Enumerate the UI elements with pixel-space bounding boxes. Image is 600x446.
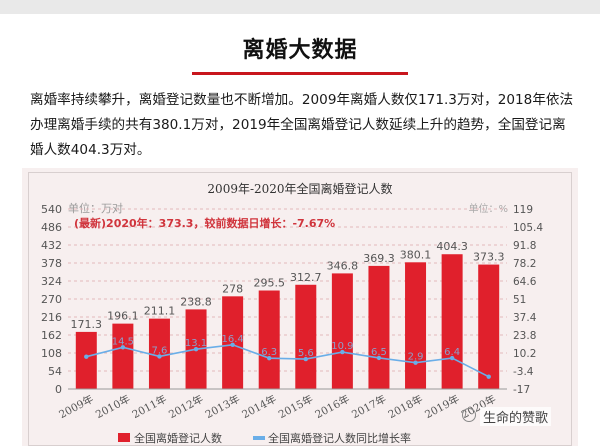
legend-swatch-line (253, 436, 265, 440)
y-tick-label: 486 (41, 221, 62, 234)
bar-value-label: 404.3 (436, 240, 468, 253)
bar (405, 262, 427, 389)
bar-value-label: 278 (222, 282, 243, 295)
bar (295, 284, 317, 389)
growth-point (376, 355, 382, 361)
x-tick-label: 2009年 (57, 392, 96, 421)
growth-value-label: 16.4 (221, 334, 243, 345)
left-axis-unit: 单位：万对 (68, 201, 123, 215)
y2-tick-label: 37.4 (513, 312, 537, 324)
page-title: 离婚大数据 (242, 38, 358, 63)
bar-value-label: 295.5 (253, 277, 285, 290)
growth-point (84, 354, 89, 359)
y2-tick-label: 64.6 (513, 276, 537, 288)
bar-value-label: 373.3 (473, 251, 505, 264)
growth-point (267, 355, 272, 361)
growth-value-label: 7.6 (152, 345, 168, 356)
growth-value-label: 10.9 (331, 341, 353, 352)
growth-point (230, 342, 235, 347)
bar (258, 290, 280, 389)
y-tick-label: 0 (55, 383, 62, 396)
x-tick-label: 2010年 (93, 392, 132, 421)
growth-point (413, 360, 418, 365)
y2-tick-label: 119 (513, 204, 533, 216)
bar-value-label: 346.8 (327, 259, 359, 272)
x-tick-label: 2012年 (166, 392, 205, 421)
watermark-text: 生命的赞歌 (480, 407, 552, 426)
growth-point (193, 346, 199, 352)
y2-tick-label: 51 (513, 294, 526, 306)
y2-tick-label: 91.8 (513, 240, 536, 252)
growth-point (120, 345, 126, 350)
growth-value-label: 6.3 (261, 347, 277, 358)
intro-paragraph: 离婚率持续攀升，离婚登记数量也不断增加。2009年离婚人数仅171.3万对，20… (30, 92, 574, 158)
x-tick-label: 2019年 (423, 392, 462, 421)
bar (331, 273, 353, 389)
bar-value-label: 369.3 (363, 252, 395, 265)
bar-value-label: 312.7 (290, 271, 322, 284)
y2-tick-label: -17 (513, 384, 530, 396)
x-tick-label: 2013年 (203, 392, 242, 421)
bar-value-label: 238.8 (180, 295, 212, 308)
growth-point (486, 374, 491, 379)
x-tick-label: 2018年 (386, 392, 425, 421)
x-tick-label: 2015年 (276, 392, 315, 421)
bar-value-label: 171.3 (71, 318, 103, 331)
y-tick-label: 54 (48, 365, 62, 378)
legend-swatch-bars (118, 433, 130, 442)
bar (368, 265, 390, 389)
y-tick-label: 378 (41, 257, 62, 270)
y2-tick-label: 105.4 (513, 222, 543, 234)
watermark-icon (462, 408, 476, 422)
legend-label-bars: 全国离婚登记人数 (134, 431, 222, 445)
x-tick-label: 2014年 (240, 392, 279, 421)
chart-title: 2009年-2020年全国离婚登记人数 (207, 181, 392, 196)
growth-value-label: 2.9 (408, 352, 424, 363)
legend-label-line: 全国离婚登记人数同比增长率 (268, 431, 411, 445)
y-tick-label: 162 (41, 329, 62, 342)
y-tick-label: 540 (41, 203, 62, 216)
growth-point (449, 355, 455, 361)
bar (478, 264, 500, 389)
x-tick-label: 2017年 (349, 392, 388, 421)
growth-value-label: 13.1 (185, 338, 207, 349)
growth-point (303, 356, 308, 362)
y-tick-label: 432 (41, 239, 62, 252)
bar (112, 323, 134, 389)
x-tick-label: 2011年 (130, 392, 169, 421)
bar-value-label: 380.1 (400, 248, 432, 261)
x-tick-label: 2016年 (313, 392, 352, 421)
growth-point (157, 354, 162, 359)
growth-value-label: 6.5 (371, 347, 387, 358)
y-tick-label: 324 (41, 275, 62, 288)
chart-annotation: (最新)2020年：373.3，较前数据日增长：-7.67% (74, 216, 335, 230)
bar (148, 318, 170, 389)
growth-line (86, 343, 490, 378)
growth-point (340, 349, 345, 355)
y-tick-label: 216 (41, 311, 62, 324)
y2-tick-label: 78.2 (513, 258, 536, 270)
bar (75, 331, 97, 389)
growth-value-label: 5.6 (298, 348, 314, 359)
y-tick-label: 270 (41, 293, 62, 306)
top-bar (0, 0, 600, 14)
growth-value-label: 14.5 (112, 336, 134, 347)
y2-tick-label: 10.2 (513, 348, 536, 360)
y-tick-label: 108 (41, 347, 62, 360)
bar-value-label: 211.1 (144, 305, 176, 318)
title-underline (192, 72, 408, 75)
y2-tick-label: -3.4 (513, 366, 534, 378)
bar (441, 254, 463, 389)
y2-tick-label: 23.8 (513, 330, 536, 342)
growth-value-label: 6.4 (444, 347, 460, 358)
bar-value-label: 196.1 (107, 310, 139, 323)
